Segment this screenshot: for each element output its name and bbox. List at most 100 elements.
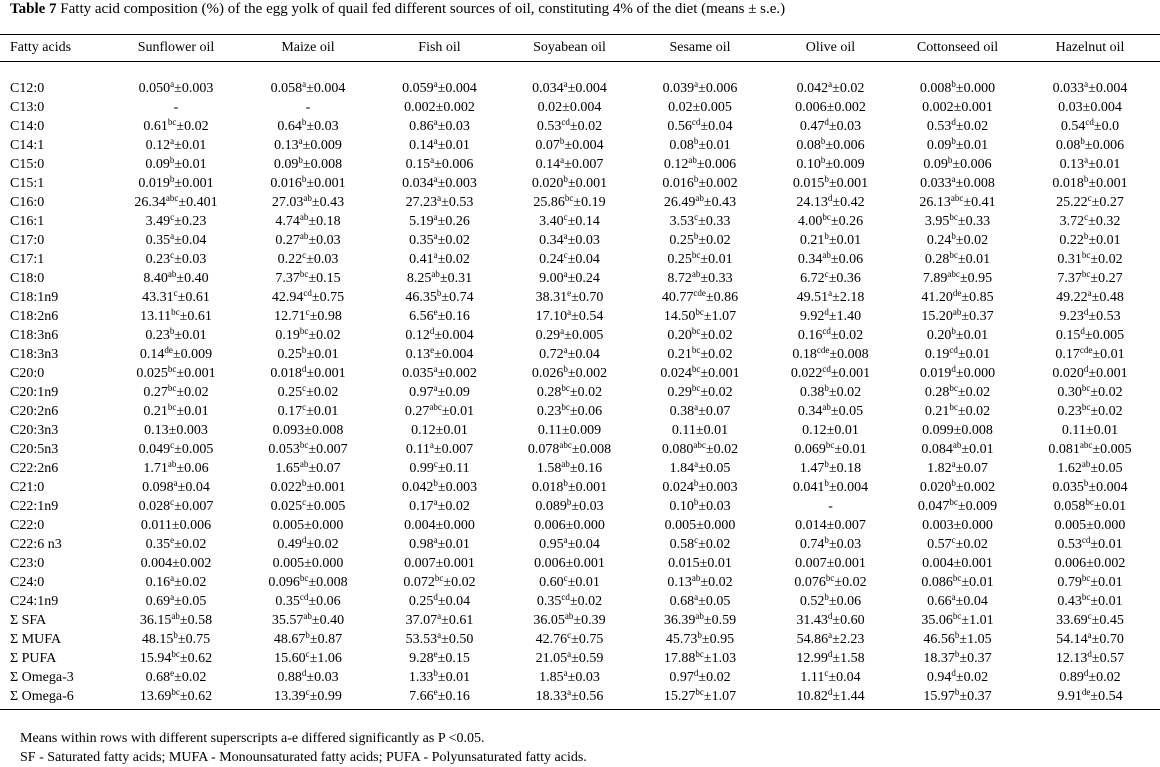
table-cell: 0.003±0.000 <box>895 516 1020 535</box>
standard-error: ±0.007 <box>564 157 604 172</box>
table-cell: 0.020d±0.001 <box>1020 364 1160 383</box>
standard-error: ±0.59 <box>703 613 737 628</box>
table-cell: 45.73b±0.95 <box>634 630 766 649</box>
mean-value: 0.30 <box>1057 385 1082 400</box>
mean-value: 0.03 <box>1058 100 1083 115</box>
table-cell: 0.047bc±0.009 <box>895 497 1020 516</box>
significance-letter: d <box>951 117 956 127</box>
table-cell: 0.08b±0.006 <box>766 136 895 155</box>
standard-error: ±0.03 <box>306 119 339 134</box>
significance-letter: bc <box>691 364 701 374</box>
row-label: C18:1n9 <box>10 290 59 305</box>
standard-error: ±0.01 <box>955 328 989 343</box>
table-cell: 0.12±0.01 <box>374 421 505 440</box>
significance-letter: c <box>694 212 699 222</box>
table-cell: 0.35a±0.04 <box>110 231 242 250</box>
significance-letter: a <box>951 592 956 602</box>
mean-value: 0.004 <box>922 556 954 571</box>
standard-error: ±0.000 <box>955 81 996 96</box>
table-cell: 0.006±0.002 <box>1020 554 1160 573</box>
standard-error: ±0.32 <box>1088 214 1121 229</box>
significance-letter: de <box>1081 687 1091 697</box>
mean-value: 0.024 <box>660 366 692 381</box>
mean-value: 21.05 <box>535 651 568 666</box>
standard-error: ±0.02 <box>569 385 603 400</box>
standard-error: ±0.43 <box>311 195 345 210</box>
standard-error: ±0.01 <box>834 442 867 457</box>
significance-letter: c <box>1087 611 1092 621</box>
standard-error: ±0.02 <box>698 537 731 552</box>
table-cell: 0.025c±0.005 <box>242 497 374 516</box>
mean-value: 0.35 <box>536 594 562 609</box>
significance-letter: b <box>954 649 960 659</box>
mean-value: 0.38 <box>669 404 695 419</box>
table-cell: 0.34a±0.03 <box>505 231 634 250</box>
mean-value: 0.13 <box>667 575 692 590</box>
table-cell: 1.58ab±0.16 <box>505 459 634 478</box>
significance-letter: a <box>1084 79 1089 89</box>
table-cell: 0.11±0.01 <box>634 421 766 440</box>
significance-letter: c <box>173 288 178 298</box>
significance-letter: d <box>429 326 435 336</box>
significance-letter: a <box>433 231 438 241</box>
mean-value: 0.08 <box>1055 138 1081 153</box>
significance-letter: c <box>433 459 438 469</box>
significance-letter: b <box>824 535 829 545</box>
mean-value: 0.69 <box>145 594 171 609</box>
significance-letter: ab <box>167 269 177 279</box>
standard-error: ±0.33 <box>700 271 733 286</box>
significance-letter: bc <box>167 383 177 393</box>
table-cell: 0.23bc±0.06 <box>505 402 634 421</box>
mean-value: 0.069 <box>794 442 826 457</box>
significance-letter: d <box>1083 364 1089 374</box>
standard-error: ±0.007 <box>433 442 474 457</box>
significance-letter: a <box>433 212 438 222</box>
table-cell: 12.13d±0.57 <box>1020 649 1160 668</box>
significance-letter: ab <box>695 611 704 621</box>
standard-error: ±0.02 <box>830 328 864 343</box>
mean-value: 0.35 <box>145 537 171 552</box>
mean-value: 0.078 <box>527 442 560 457</box>
table-cell: 9.00a±0.24 <box>505 269 634 288</box>
table-cell: 0.15d±0.005 <box>1020 326 1160 345</box>
standard-error: ±0.001 <box>567 176 608 191</box>
table-cell: 0.018d±0.001 <box>242 364 374 383</box>
mean-value: 0.56 <box>667 119 692 134</box>
standard-error: ±0.06 <box>308 594 341 609</box>
standard-error: ±0.006 <box>171 518 212 533</box>
significance-letter: b <box>1083 174 1089 184</box>
table-row: C22:6 n3 0.35e±0.02 0.49d±0.02 0.98a±0.01 0.… <box>0 535 1160 554</box>
standard-error: ±0.01 <box>961 575 994 590</box>
significance-letter: c <box>1087 193 1092 203</box>
mean-value: 3.95 <box>924 214 950 229</box>
table-cell: 0.093±0.008 <box>242 421 374 440</box>
standard-error: ±0.02 <box>437 252 470 267</box>
mean-value: 0.005 <box>272 556 305 571</box>
table-cell: 0.95a±0.04 <box>505 535 634 554</box>
standard-error: ±0.02 <box>1088 670 1121 685</box>
standard-error: ±0.04 <box>567 537 600 552</box>
table-cell: 7.37bc±0.27 <box>1020 269 1160 288</box>
significance-letter: a <box>170 79 175 89</box>
table-row: C14:1 0.12a±0.01 0.13a±0.009 0.14a±0.01 0.07… <box>0 136 1160 155</box>
standard-error: ±0.002 <box>955 480 996 495</box>
table-title: Table 7 Fatty acid composition (%) of th… <box>10 0 785 18</box>
significance-letter: c <box>951 535 956 545</box>
table-cell: 0.039a±0.006 <box>634 79 766 98</box>
standard-error: ±0.005 <box>564 328 604 343</box>
significance-letter: b <box>693 136 699 146</box>
mean-value: 0.072 <box>403 575 435 590</box>
table-row: C12:0 0.050a±0.003 0.058a±0.004 0.059a±0.00… <box>0 79 1160 98</box>
significance-letter: bc <box>825 440 835 450</box>
mean-value: 0.11 <box>1061 423 1086 438</box>
standard-error: ±0.01 <box>957 347 991 362</box>
table-cell: 0.14de±0.009 <box>110 345 242 364</box>
significance-letter: c <box>824 269 829 279</box>
mean-value: 1.33 <box>408 670 434 685</box>
standard-error: ±0.02 <box>700 575 733 590</box>
standard-error: ±0.007 <box>826 518 866 533</box>
table-cell: 0.56cd±0.04 <box>634 117 766 136</box>
table-cell: 1.65ab±0.07 <box>242 459 374 478</box>
table-cell: 4.74ab±0.18 <box>242 212 374 231</box>
standard-error: ±0.16 <box>437 689 470 704</box>
